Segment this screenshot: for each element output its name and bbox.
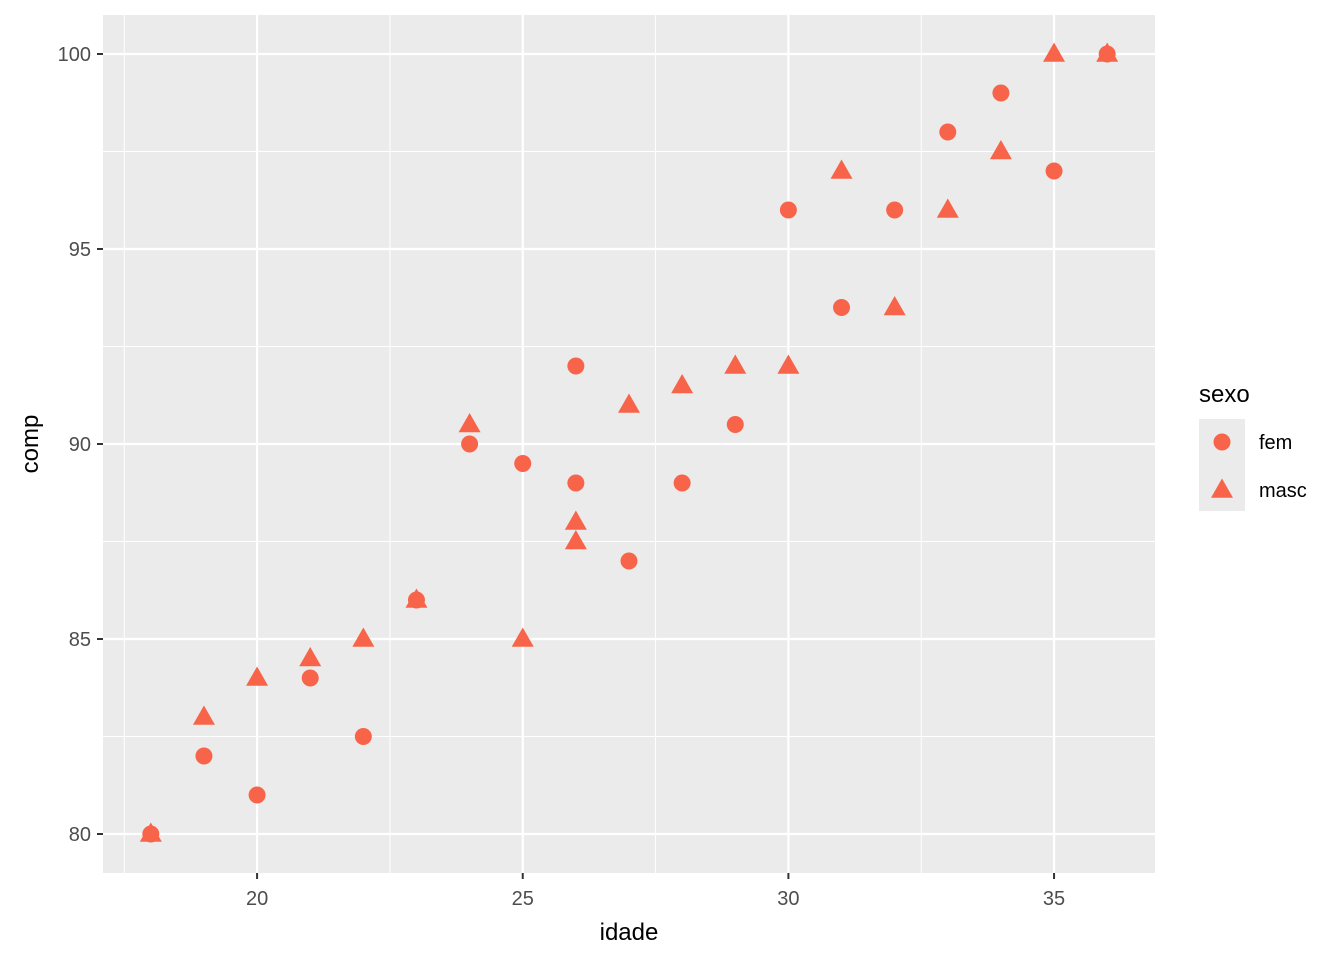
points-layer <box>139 42 1119 843</box>
point-masc <box>511 627 534 647</box>
point-masc <box>299 646 322 667</box>
point-fem <box>1045 162 1063 180</box>
legend-circle-marker <box>1213 433 1231 451</box>
point-masc <box>564 510 587 530</box>
point-fem <box>939 123 957 141</box>
legend-label-masc: masc <box>1259 480 1307 502</box>
x-tick-label: 35 <box>1043 888 1065 910</box>
point-masc <box>139 822 162 842</box>
point-masc <box>405 588 428 608</box>
point-masc <box>192 705 215 725</box>
point-masc <box>564 529 587 550</box>
legend-title: sexo <box>1199 381 1250 408</box>
point-masc <box>671 373 694 394</box>
x-tick-label: 30 <box>777 888 799 910</box>
point-fem <box>195 747 213 765</box>
x-axis-title: idade <box>600 919 659 946</box>
point-masc <box>936 198 959 218</box>
point-fem <box>833 299 851 316</box>
y-tick-label: 95 <box>69 239 91 261</box>
y-tick-label: 100 <box>58 44 91 66</box>
point-masc <box>777 354 800 374</box>
point-masc <box>246 666 269 686</box>
y-tick-label: 80 <box>69 824 91 846</box>
legend: sexo fem masc <box>1199 381 1307 511</box>
point-fem <box>301 669 319 687</box>
y-axis-title: comp <box>17 415 44 474</box>
point-masc <box>618 393 640 413</box>
point-masc <box>989 139 1012 160</box>
point-fem <box>567 357 585 375</box>
axis-layer: 20 25 30 35 80 85 90 95 100 <box>58 44 1066 910</box>
point-fem <box>620 552 638 570</box>
legend-label-fem: fem <box>1259 432 1292 454</box>
point-fem <box>673 474 691 492</box>
point-masc <box>1043 42 1066 62</box>
point-fem <box>886 201 904 219</box>
point-fem <box>567 474 585 492</box>
y-tick-label: 85 <box>69 629 91 651</box>
point-masc <box>883 295 906 316</box>
point-fem <box>726 416 744 433</box>
point-masc <box>830 159 853 179</box>
point-masc <box>1096 42 1119 62</box>
point-masc <box>352 627 375 647</box>
point-fem <box>779 201 797 219</box>
point-fem <box>461 435 479 453</box>
x-tick-label: 25 <box>512 888 534 910</box>
grid-layer <box>103 15 1155 873</box>
y-tick-label: 90 <box>69 434 91 456</box>
x-tick-label: 20 <box>246 888 268 910</box>
point-fem <box>514 455 532 472</box>
point-fem <box>248 786 266 804</box>
point-fem <box>992 84 1010 102</box>
point-masc <box>724 354 747 374</box>
legend-triangle-marker <box>1211 478 1233 498</box>
point-fem <box>354 728 372 745</box>
point-masc <box>458 412 481 433</box>
